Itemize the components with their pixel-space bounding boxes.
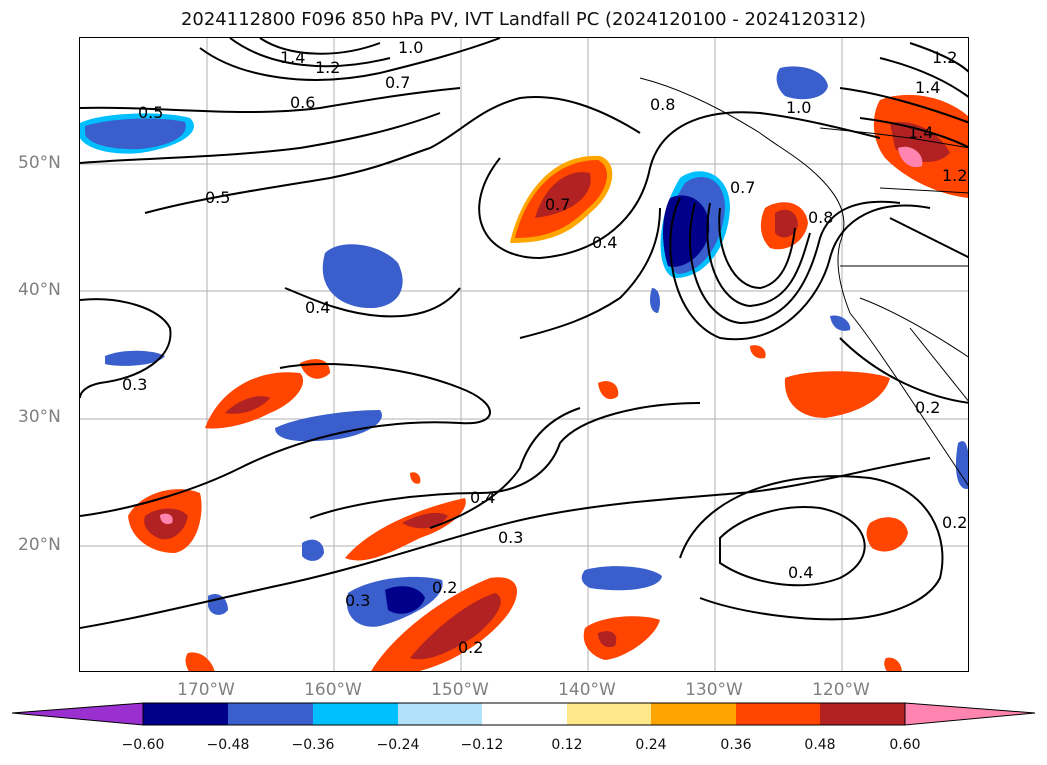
- contour-label: 0.2: [432, 578, 457, 597]
- lon-label: 130°W: [685, 680, 743, 700]
- contour-label: 0.7: [385, 73, 410, 92]
- colorbar-segment: [736, 703, 820, 725]
- contour-label: 0.4: [470, 488, 495, 507]
- colorbar-tick-label: 0.36: [720, 737, 752, 753]
- contour-label: 0.2: [458, 638, 483, 657]
- colorbar-tick-label: −0.48: [206, 737, 250, 753]
- map-canvas: 1.4 1.2 1.0 0.6 0.7 0.5 0.8 0.7 0.4 0.4 …: [80, 38, 968, 671]
- negative-pv-anomalies: [80, 66, 968, 627]
- colorbar-extend-max: [904, 702, 1036, 726]
- contour-label: 0.8: [808, 208, 833, 227]
- colorbar-extend-min: [11, 702, 144, 726]
- contour-label: 0.3: [498, 528, 523, 547]
- lon-label: 120°W: [812, 680, 870, 700]
- contour-label: 1.0: [786, 98, 811, 117]
- colorbar: [11, 702, 1036, 726]
- contour-label-group: 1.4 1.2 1.0 0.6 0.7 0.5 0.8 0.7 0.4 0.4 …: [122, 38, 967, 657]
- positive-pv-anomalies: [128, 94, 968, 671]
- lon-label: 160°W: [304, 680, 362, 700]
- contour-label: 0.4: [305, 298, 330, 317]
- contour-label: 0.4: [788, 563, 813, 582]
- lat-label: 30°N: [18, 407, 61, 427]
- contour-label: 0.5: [205, 188, 230, 207]
- colorbar-tick-label: 0.60: [889, 737, 921, 753]
- contour-label: 1.2: [315, 58, 340, 77]
- graticule: [80, 38, 968, 671]
- colorbar-segment: [228, 703, 313, 725]
- contour-label: 1.2: [932, 48, 957, 67]
- colorbar-tick-label: 0.24: [635, 737, 667, 753]
- pv-contours: [80, 38, 968, 629]
- contour-label: 1.0: [398, 38, 423, 57]
- lat-label: 50°N: [18, 153, 61, 173]
- contour-label: 0.5: [138, 103, 163, 122]
- contour-label: 0.6: [290, 93, 315, 112]
- colorbar-segment: [313, 703, 398, 725]
- colorbar-outline: [142, 702, 906, 726]
- colorbar-tick-label: −0.60: [121, 737, 165, 753]
- contour-label: 1.4: [280, 48, 305, 67]
- coastline: [639, 77, 968, 486]
- colorbar-tick-label: −0.36: [291, 737, 335, 753]
- contour-label: 0.7: [545, 195, 570, 214]
- contour-label: 1.4: [908, 123, 933, 142]
- contour-label: 1.2: [942, 166, 967, 185]
- colorbar-tick-label: −0.12: [460, 737, 504, 753]
- lon-label: 140°W: [558, 680, 616, 700]
- contour-label: 0.2: [915, 398, 940, 417]
- contour-label: 0.8: [650, 95, 675, 114]
- contour-label: 0.3: [345, 591, 370, 610]
- colorbar-segment: [398, 703, 482, 725]
- map-title: 2024112800 F096 850 hPa PV, IVT Landfall…: [180, 9, 867, 30]
- colorbar-segment: [143, 703, 228, 725]
- lat-label: 20°N: [18, 535, 61, 555]
- contour-label: 0.3: [122, 375, 147, 394]
- map-panel: 1.4 1.2 1.0 0.6 0.7 0.5 0.8 0.7 0.4 0.4 …: [79, 37, 969, 672]
- colorbar-segment: [567, 703, 651, 725]
- colorbar-tick-label: 0.48: [804, 737, 836, 753]
- colorbar-segment: [482, 703, 567, 725]
- lon-label: 150°W: [431, 680, 489, 700]
- colorbar-tick-label: −0.24: [376, 737, 420, 753]
- lon-label: 170°W: [177, 680, 235, 700]
- lat-label: 40°N: [18, 280, 61, 300]
- colorbar-segment: [651, 703, 736, 725]
- colorbar-segment: [820, 703, 905, 725]
- contour-label: 0.4: [592, 233, 617, 252]
- contour-label: 1.4: [915, 78, 940, 97]
- contour-label: 0.7: [730, 178, 755, 197]
- contour-label: 0.2: [942, 513, 967, 532]
- colorbar-tick-label: 0.12: [551, 737, 583, 753]
